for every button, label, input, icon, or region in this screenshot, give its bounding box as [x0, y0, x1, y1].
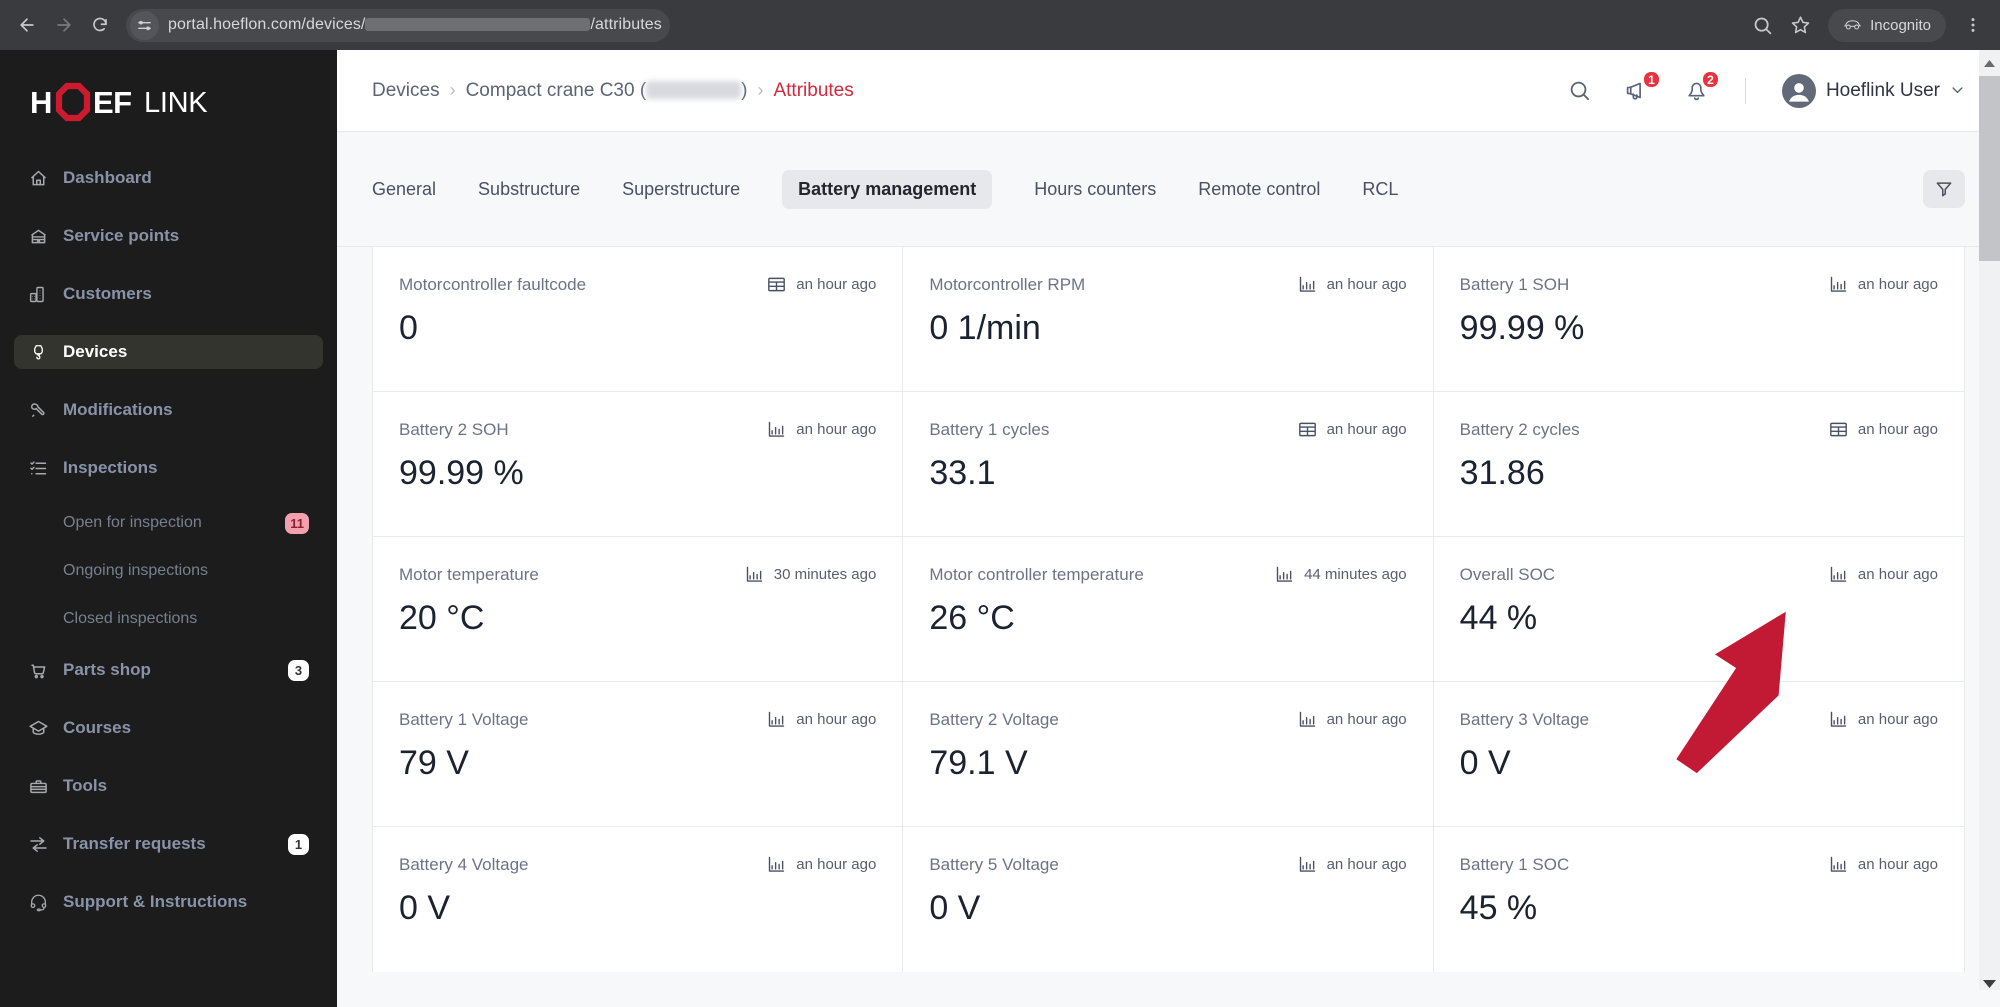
svg-text:EF: EF: [93, 85, 132, 120]
svg-text:LINK: LINK: [144, 87, 208, 119]
svg-text:H: H: [30, 85, 52, 120]
